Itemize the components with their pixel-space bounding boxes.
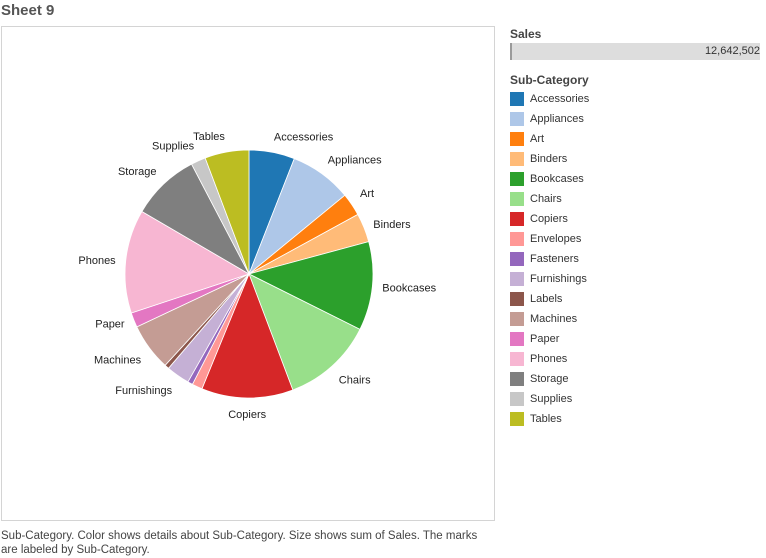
pie-label-appliances: Appliances (328, 155, 382, 167)
sheet-caption: Sub-Category. Color shows details about … (1, 530, 478, 556)
pie-label-accessories: Accessories (274, 131, 334, 143)
legend-label: Machines (530, 313, 578, 325)
legend-swatch (510, 92, 524, 106)
legend-swatch (510, 132, 524, 146)
legend-item-machines[interactable]: Machines (510, 309, 766, 329)
size-legend-title: Sales (510, 27, 542, 41)
legend-swatch (510, 272, 524, 286)
legend-item-paper[interactable]: Paper (510, 329, 766, 349)
legend-item-accessories[interactable]: Accessories (510, 89, 766, 109)
legend-label: Accessories (530, 93, 590, 105)
size-legend-value: 12,642,502 (704, 45, 760, 57)
legend-swatch (510, 292, 524, 306)
legend-item-furnishings[interactable]: Furnishings (510, 269, 766, 289)
pie-label-phones: Phones (78, 255, 116, 267)
legend-swatch (510, 372, 524, 386)
pie-label-tables: Tables (193, 131, 225, 143)
legend-label: Copiers (530, 213, 568, 225)
legend-item-binders[interactable]: Binders (510, 149, 766, 169)
color-legend-title: Sub-Category (510, 73, 589, 87)
legend-panel: Sales 12,642,502 Sub-Category Accessorie… (510, 27, 766, 429)
legend-label: Paper (530, 333, 560, 345)
legend-swatch (510, 252, 524, 266)
pie-label-machines: Machines (94, 354, 142, 366)
legend-label: Chairs (530, 193, 562, 205)
pie-slice-chairs[interactable] (248, 273, 361, 391)
legend-item-chairs[interactable]: Chairs (510, 189, 766, 209)
legend-item-fasteners[interactable]: Fasteners (510, 249, 766, 269)
legend-item-appliances[interactable]: Appliances (510, 109, 766, 129)
legend-item-supplies[interactable]: Supplies (510, 389, 766, 409)
pie-label-furnishings: Furnishings (115, 385, 172, 397)
sheet-title: Sheet 9 (1, 2, 55, 19)
pie-labels: Accessories Appliances Art Binders Bookcases… (78, 131, 436, 421)
legend-swatch (510, 212, 524, 226)
legend-label: Art (530, 133, 545, 145)
pie-label-storage: Storage (118, 166, 157, 178)
legend-swatch (510, 332, 524, 346)
pie-label-chairs: Chairs (339, 375, 371, 387)
legend-label: Phones (530, 353, 568, 365)
legend-swatch (510, 392, 524, 406)
legend-item-bookcases[interactable]: Bookcases (510, 169, 766, 189)
legend-item-tables[interactable]: Tables (510, 409, 766, 429)
legend-label: Storage (530, 373, 569, 385)
pie-label-copiers: Copiers (228, 409, 266, 421)
pie-label-art: Art (360, 188, 374, 200)
legend-swatch (510, 152, 524, 166)
pie-label-paper: Paper (95, 319, 125, 331)
legend-swatch (510, 312, 524, 326)
legend-label: Furnishings (530, 273, 587, 285)
pie-slice-tables[interactable] (204, 149, 250, 275)
pie-label-bookcases: Bookcases (382, 282, 436, 294)
color-legend: Accessories Appliances Art Binders Bookcases… (510, 89, 766, 429)
pie-slice-copiers[interactable] (201, 272, 294, 399)
legend-swatch (510, 172, 524, 186)
legend-item-copiers[interactable]: Copiers (510, 209, 766, 229)
legend-label: Labels (530, 293, 563, 305)
legend-label: Appliances (530, 113, 584, 125)
legend-swatch (510, 192, 524, 206)
legend-item-art[interactable]: Art (510, 129, 766, 149)
pie-slice-bookcases[interactable] (247, 241, 374, 330)
legend-label: Fasteners (530, 253, 579, 265)
legend-item-envelopes[interactable]: Envelopes (510, 229, 766, 249)
legend-label: Bookcases (530, 173, 584, 185)
legend-item-phones[interactable]: Phones (510, 349, 766, 369)
legend-swatch (510, 352, 524, 366)
pie-slice-phones[interactable] (124, 210, 250, 314)
pie-label-supplies: Supplies (152, 141, 195, 153)
legend-label: Binders (530, 153, 568, 165)
size-legend-fill (512, 43, 760, 60)
legend-swatch (510, 232, 524, 246)
legend-label: Supplies (530, 393, 573, 405)
pie-slices (124, 149, 374, 399)
legend-swatch (510, 112, 524, 126)
pie-chart: Accessories Appliances Art Binders Bookcases… (78, 131, 436, 421)
legend-item-storage[interactable]: Storage (510, 369, 766, 389)
legend-label: Tables (530, 413, 562, 425)
chart-area: Accessories Appliances Art Binders Bookcases… (1, 26, 495, 521)
legend-item-labels[interactable]: Labels (510, 289, 766, 309)
legend-label: Envelopes (530, 233, 582, 245)
pie-label-binders: Binders (373, 219, 411, 231)
legend-swatch (510, 412, 524, 426)
size-legend-bar: 12,642,502 (510, 43, 760, 60)
